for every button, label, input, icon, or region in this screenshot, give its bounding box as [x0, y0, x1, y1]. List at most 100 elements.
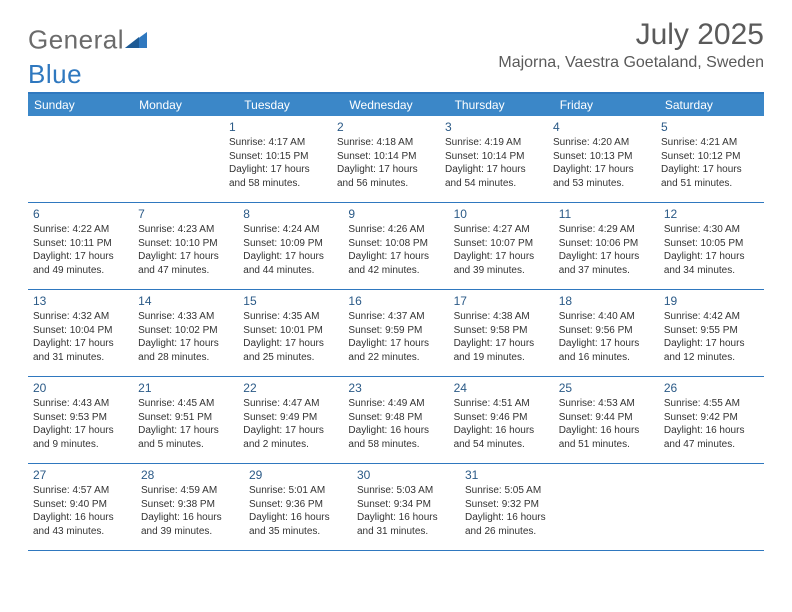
title-block: July 2025 Majorna, Vaestra Goetaland, Sw…: [498, 18, 764, 76]
day-cell: 6Sunrise: 4:22 AMSunset: 10:11 PMDayligh…: [28, 203, 133, 289]
daylight-line-2: and 47 minutes.: [664, 438, 759, 452]
daylight-line-2: and 56 minutes.: [337, 177, 435, 191]
sunrise-line: Sunrise: 4:51 AM: [454, 397, 549, 411]
day-cell: 15Sunrise: 4:35 AMSunset: 10:01 PMDaylig…: [238, 290, 343, 376]
sunset-line: Sunset: 10:15 PM: [229, 150, 327, 164]
daylight-line-1: Daylight: 17 hours: [454, 250, 549, 264]
sunrise-line: Sunrise: 5:03 AM: [357, 484, 455, 498]
sunset-line: Sunset: 9:34 PM: [357, 498, 455, 512]
daylight-line-2: and 53 minutes.: [553, 177, 651, 191]
daylight-line-1: Daylight: 17 hours: [33, 337, 128, 351]
daylight-line-2: and 5 minutes.: [138, 438, 233, 452]
sunrise-line: Sunrise: 4:35 AM: [243, 310, 338, 324]
sunset-line: Sunset: 10:08 PM: [348, 237, 443, 251]
sunset-line: Sunset: 9:32 PM: [465, 498, 563, 512]
daylight-line-2: and 37 minutes.: [559, 264, 654, 278]
sunset-line: Sunset: 10:11 PM: [33, 237, 128, 251]
weekday-header: Thursday: [449, 94, 554, 116]
day-number: 3: [445, 119, 543, 135]
sunrise-line: Sunrise: 4:30 AM: [664, 223, 759, 237]
day-number: 2: [337, 119, 435, 135]
day-number: 1: [229, 119, 327, 135]
day-number: 13: [33, 293, 128, 309]
daylight-line-2: and 42 minutes.: [348, 264, 443, 278]
daylight-line-1: Daylight: 17 hours: [454, 337, 549, 351]
day-cell: 3Sunrise: 4:19 AMSunset: 10:14 PMDayligh…: [440, 116, 548, 202]
sunrise-line: Sunrise: 4:53 AM: [559, 397, 654, 411]
sunrise-line: Sunrise: 4:24 AM: [243, 223, 338, 237]
day-cell: 21Sunrise: 4:45 AMSunset: 9:51 PMDayligh…: [133, 377, 238, 463]
sunrise-line: Sunrise: 4:20 AM: [553, 136, 651, 150]
day-number: 18: [559, 293, 654, 309]
daylight-line-1: Daylight: 16 hours: [664, 424, 759, 438]
daylight-line-1: Daylight: 16 hours: [249, 511, 347, 525]
daylight-line-2: and 26 minutes.: [465, 525, 563, 539]
day-number: 29: [249, 467, 347, 483]
sunset-line: Sunset: 10:13 PM: [553, 150, 651, 164]
day-number: 19: [664, 293, 759, 309]
sunrise-line: Sunrise: 4:17 AM: [229, 136, 327, 150]
week-row: 20Sunrise: 4:43 AMSunset: 9:53 PMDayligh…: [28, 377, 764, 464]
sunset-line: Sunset: 10:10 PM: [138, 237, 233, 251]
daylight-line-2: and 2 minutes.: [243, 438, 338, 452]
sunset-line: Sunset: 9:48 PM: [348, 411, 443, 425]
sunrise-line: Sunrise: 5:01 AM: [249, 484, 347, 498]
day-cell: 28Sunrise: 4:59 AMSunset: 9:38 PMDayligh…: [136, 464, 244, 550]
day-cell: 19Sunrise: 4:42 AMSunset: 9:55 PMDayligh…: [659, 290, 764, 376]
daylight-line-2: and 43 minutes.: [33, 525, 131, 539]
empty-day-cell: [568, 464, 666, 550]
daylight-line-1: Daylight: 16 hours: [348, 424, 443, 438]
day-number: 6: [33, 206, 128, 222]
weekday-header: Wednesday: [343, 94, 448, 116]
sunrise-line: Sunrise: 4:26 AM: [348, 223, 443, 237]
sunrise-line: Sunrise: 4:21 AM: [661, 136, 759, 150]
day-cell: 10Sunrise: 4:27 AMSunset: 10:07 PMDaylig…: [449, 203, 554, 289]
daylight-line-1: Daylight: 16 hours: [559, 424, 654, 438]
day-cell: 9Sunrise: 4:26 AMSunset: 10:08 PMDayligh…: [343, 203, 448, 289]
sunrise-line: Sunrise: 4:19 AM: [445, 136, 543, 150]
week-row: 27Sunrise: 4:57 AMSunset: 9:40 PMDayligh…: [28, 464, 764, 551]
day-cell: 4Sunrise: 4:20 AMSunset: 10:13 PMDayligh…: [548, 116, 656, 202]
sunset-line: Sunset: 9:51 PM: [138, 411, 233, 425]
daylight-line-2: and 51 minutes.: [559, 438, 654, 452]
daylight-line-2: and 58 minutes.: [348, 438, 443, 452]
week-row: 1Sunrise: 4:17 AMSunset: 10:15 PMDayligh…: [28, 116, 764, 203]
sunset-line: Sunset: 9:46 PM: [454, 411, 549, 425]
daylight-line-2: and 19 minutes.: [454, 351, 549, 365]
day-number: 22: [243, 380, 338, 396]
day-cell: 13Sunrise: 4:32 AMSunset: 10:04 PMDaylig…: [28, 290, 133, 376]
sunset-line: Sunset: 9:40 PM: [33, 498, 131, 512]
daylight-line-2: and 58 minutes.: [229, 177, 327, 191]
sunrise-line: Sunrise: 4:57 AM: [33, 484, 131, 498]
weekday-header: Sunday: [28, 94, 133, 116]
daylight-line-2: and 34 minutes.: [664, 264, 759, 278]
daylight-line-2: and 22 minutes.: [348, 351, 443, 365]
daylight-line-2: and 16 minutes.: [559, 351, 654, 365]
daylight-line-1: Daylight: 16 hours: [33, 511, 131, 525]
day-number: 4: [553, 119, 651, 135]
sunrise-line: Sunrise: 4:23 AM: [138, 223, 233, 237]
sunset-line: Sunset: 10:04 PM: [33, 324, 128, 338]
sunset-line: Sunset: 9:55 PM: [664, 324, 759, 338]
daylight-line-2: and 54 minutes.: [454, 438, 549, 452]
sunrise-line: Sunrise: 4:45 AM: [138, 397, 233, 411]
daylight-line-1: Daylight: 17 hours: [445, 163, 543, 177]
sunrise-line: Sunrise: 4:49 AM: [348, 397, 443, 411]
day-cell: 7Sunrise: 4:23 AMSunset: 10:10 PMDayligh…: [133, 203, 238, 289]
sunset-line: Sunset: 9:36 PM: [249, 498, 347, 512]
sunset-line: Sunset: 9:38 PM: [141, 498, 239, 512]
day-cell: 26Sunrise: 4:55 AMSunset: 9:42 PMDayligh…: [659, 377, 764, 463]
calendar-page: GeneralBlue July 2025 Majorna, Vaestra G…: [0, 0, 792, 569]
sunrise-line: Sunrise: 4:42 AM: [664, 310, 759, 324]
day-cell: 25Sunrise: 4:53 AMSunset: 9:44 PMDayligh…: [554, 377, 659, 463]
daylight-line-1: Daylight: 17 hours: [348, 337, 443, 351]
day-cell: 5Sunrise: 4:21 AMSunset: 10:12 PMDayligh…: [656, 116, 764, 202]
daylight-line-2: and 12 minutes.: [664, 351, 759, 365]
sunset-line: Sunset: 9:58 PM: [454, 324, 549, 338]
daylight-line-1: Daylight: 17 hours: [229, 163, 327, 177]
day-cell: 14Sunrise: 4:33 AMSunset: 10:02 PMDaylig…: [133, 290, 238, 376]
sunset-line: Sunset: 9:44 PM: [559, 411, 654, 425]
day-number: 27: [33, 467, 131, 483]
brand-triangle-icon: [125, 24, 147, 55]
day-cell: 8Sunrise: 4:24 AMSunset: 10:09 PMDayligh…: [238, 203, 343, 289]
